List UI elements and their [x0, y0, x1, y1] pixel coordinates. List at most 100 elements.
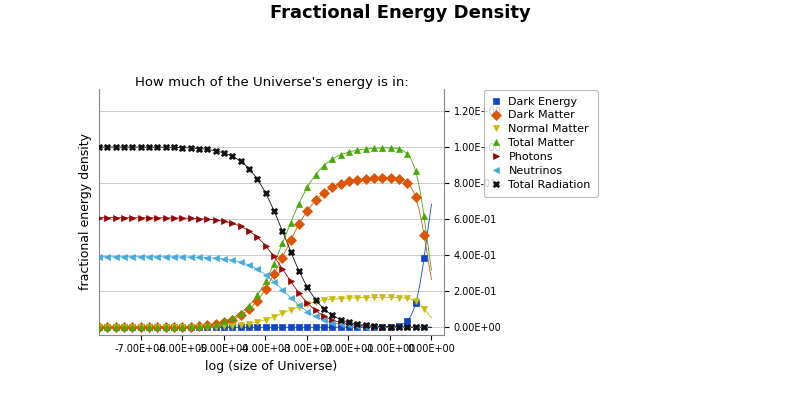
Total Matter — [144, 325, 154, 330]
Dark Energy — [378, 325, 387, 330]
Dark Energy — [344, 325, 354, 330]
Photons — [353, 323, 362, 328]
Neutrinos — [327, 320, 337, 325]
Photons — [94, 215, 104, 220]
Text: Fractional Energy Density: Fractional Energy Density — [270, 4, 530, 22]
Total Radiation — [227, 154, 237, 159]
Dark Matter — [211, 322, 221, 326]
Total Radiation — [94, 145, 104, 149]
Dark Matter — [353, 177, 362, 182]
Photons — [278, 266, 287, 271]
Title: How much of the Universe's energy is in:: How much of the Universe's energy is in: — [134, 76, 408, 89]
Line: Total Radiation: Total Radiation — [95, 143, 427, 331]
Dark Energy — [261, 325, 270, 330]
Normal Matter — [244, 321, 254, 326]
Photons — [369, 324, 378, 329]
Dark Matter — [194, 324, 204, 328]
Photons — [202, 217, 212, 221]
Normal Matter — [111, 325, 121, 330]
Dark Matter — [361, 177, 370, 181]
Dark Energy — [302, 325, 312, 330]
Neutrinos — [319, 318, 329, 322]
Normal Matter — [269, 314, 278, 319]
Total Matter — [253, 293, 262, 298]
Photons — [394, 325, 404, 330]
Total Matter — [402, 152, 412, 156]
Photons — [111, 215, 121, 220]
Photons — [136, 215, 146, 220]
Normal Matter — [161, 325, 170, 330]
Normal Matter — [253, 320, 262, 324]
Dark Matter — [302, 208, 312, 213]
Dark Matter — [327, 185, 337, 189]
Neutrinos — [311, 314, 321, 319]
Line: Dark Matter: Dark Matter — [95, 175, 427, 331]
Photons — [244, 229, 254, 234]
Neutrinos — [253, 267, 262, 272]
Normal Matter — [119, 325, 129, 330]
Neutrinos — [244, 263, 254, 267]
Neutrinos — [186, 255, 195, 259]
Photons — [269, 254, 278, 259]
Total Matter — [394, 147, 404, 152]
Dark Matter — [286, 238, 295, 243]
Normal Matter — [394, 295, 404, 300]
Total Matter — [336, 152, 346, 157]
Photons — [119, 215, 129, 220]
Neutrinos — [211, 256, 221, 261]
Normal Matter — [302, 301, 312, 306]
Total Matter — [111, 325, 121, 330]
Total Matter — [219, 319, 229, 324]
Total Radiation — [127, 145, 137, 149]
Line: Total Matter: Total Matter — [95, 145, 427, 331]
Dark Matter — [244, 307, 254, 311]
Dark Energy — [194, 325, 204, 330]
Total Matter — [319, 163, 329, 168]
Normal Matter — [144, 325, 154, 330]
Neutrinos — [336, 322, 346, 327]
Neutrinos — [194, 255, 204, 260]
Neutrinos — [169, 255, 178, 259]
Dark Energy — [327, 325, 337, 330]
Dark Energy — [419, 256, 429, 261]
Total Matter — [294, 201, 304, 206]
Line: Neutrinos: Neutrinos — [95, 253, 427, 331]
Total Radiation — [302, 284, 312, 289]
Total Matter — [169, 324, 178, 329]
Photons — [336, 320, 346, 325]
Dark Matter — [402, 181, 412, 185]
Total Radiation — [111, 145, 121, 149]
Normal Matter — [261, 317, 270, 322]
Dark Energy — [169, 325, 178, 330]
Total Radiation — [178, 145, 187, 150]
Total Matter — [186, 324, 195, 329]
Total Radiation — [244, 166, 254, 171]
Dark Matter — [261, 286, 270, 291]
Dark Matter — [127, 325, 137, 330]
Normal Matter — [211, 324, 221, 329]
Total Matter — [153, 325, 162, 330]
Photons — [253, 235, 262, 240]
Total Radiation — [353, 322, 362, 326]
Dark Energy — [111, 325, 121, 330]
Neutrinos — [278, 287, 287, 292]
Dark Matter — [111, 325, 121, 330]
Total Matter — [386, 145, 395, 150]
Photons — [194, 216, 204, 221]
Total Radiation — [119, 145, 129, 149]
Total Matter — [244, 303, 254, 308]
Total Radiation — [236, 159, 246, 164]
Neutrinos — [419, 325, 429, 330]
Photons — [294, 290, 304, 295]
Total Matter — [269, 261, 278, 266]
Dark Matter — [161, 325, 170, 330]
Dark Energy — [227, 325, 237, 330]
Dark Matter — [386, 175, 395, 180]
Dark Energy — [102, 325, 112, 330]
Neutrinos — [269, 279, 278, 284]
Total Radiation — [136, 145, 146, 149]
Total Matter — [211, 321, 221, 326]
Normal Matter — [369, 295, 378, 300]
Total Radiation — [269, 208, 278, 213]
Neutrinos — [153, 254, 162, 259]
